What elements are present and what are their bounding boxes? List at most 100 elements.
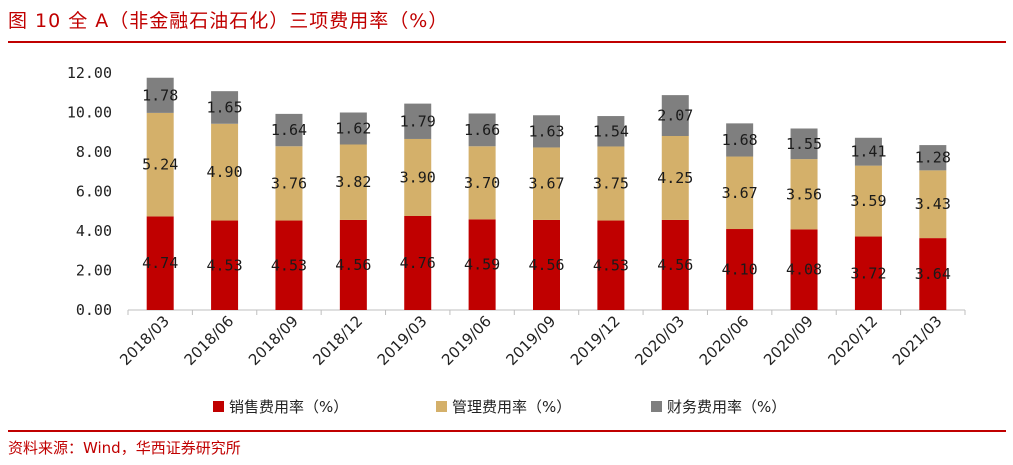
bar-segment bbox=[339, 112, 367, 145]
data-label: 1.78 bbox=[142, 86, 178, 104]
data-label: 4.59 bbox=[464, 256, 500, 274]
data-label: 1.63 bbox=[528, 122, 564, 140]
data-label: 4.10 bbox=[722, 261, 758, 279]
x-tick-label: 2019/12 bbox=[567, 312, 624, 369]
bar-segment bbox=[919, 238, 947, 310]
y-tick-label: 4.00 bbox=[76, 222, 112, 240]
x-tick-label: 2018/06 bbox=[181, 312, 238, 369]
chart-data-labels: 4.74 5.24 1.78 4.53 4.90 1.65 4.53 3.76 1.64 4.56… bbox=[142, 86, 951, 283]
data-label: 3.67 bbox=[722, 184, 758, 202]
bar-segment bbox=[661, 219, 689, 310]
data-label: 1.68 bbox=[722, 131, 758, 149]
bar-segment bbox=[919, 170, 947, 239]
source-rule bbox=[8, 430, 1006, 432]
data-label: 4.53 bbox=[207, 256, 243, 274]
bar-segment bbox=[597, 220, 625, 310]
legend-label: 财务费用率（%） bbox=[667, 398, 786, 416]
data-label: 3.67 bbox=[528, 175, 564, 193]
title-rule bbox=[8, 41, 1006, 43]
bar-segment bbox=[468, 146, 496, 220]
data-label: 3.90 bbox=[400, 168, 436, 186]
data-label: 3.72 bbox=[850, 264, 886, 282]
bar-segment bbox=[275, 146, 303, 221]
bar-segment bbox=[146, 112, 174, 217]
bar-segment bbox=[790, 128, 818, 160]
data-label: 4.56 bbox=[335, 256, 371, 274]
data-label: 3.64 bbox=[915, 265, 951, 283]
bar-segment bbox=[404, 138, 432, 216]
data-label: 4.76 bbox=[400, 254, 436, 272]
data-label: 4.74 bbox=[142, 254, 178, 272]
data-label: 1.41 bbox=[850, 143, 886, 161]
bar-segment bbox=[468, 219, 496, 310]
y-tick-label: 12.00 bbox=[67, 64, 112, 82]
y-tick-label: 0.00 bbox=[76, 301, 112, 319]
chart-bars bbox=[146, 77, 947, 310]
data-label: 5.24 bbox=[142, 156, 178, 174]
source-note: 资料来源：Wind，华西证券研究所 bbox=[8, 439, 241, 457]
bar-segment bbox=[726, 123, 754, 157]
bar-segment bbox=[854, 236, 882, 310]
bar-segment bbox=[790, 159, 818, 230]
bar-segment bbox=[211, 220, 239, 310]
bar-segment bbox=[533, 219, 560, 310]
bar-segment bbox=[661, 95, 689, 137]
data-label: 4.90 bbox=[207, 163, 243, 181]
data-label: 3.70 bbox=[464, 174, 500, 192]
bar-segment bbox=[211, 123, 239, 221]
data-label: 4.08 bbox=[786, 261, 822, 279]
bar-segment bbox=[146, 216, 174, 310]
legend-swatch bbox=[651, 401, 662, 412]
legend-swatch bbox=[436, 401, 447, 412]
bar-segment bbox=[339, 144, 367, 220]
y-tick-label: 6.00 bbox=[76, 183, 112, 201]
legend-label: 销售费用率（%） bbox=[229, 398, 348, 416]
data-label: 1.62 bbox=[335, 119, 371, 137]
data-label: 4.53 bbox=[271, 256, 307, 274]
bar-segment bbox=[790, 229, 818, 310]
bar-segment bbox=[597, 146, 625, 221]
bar-segment bbox=[404, 215, 432, 310]
data-label: 3.56 bbox=[786, 185, 822, 203]
bar-segment bbox=[404, 103, 432, 139]
bar-segment bbox=[146, 77, 174, 113]
x-tick-label: 2019/03 bbox=[374, 312, 431, 369]
x-tick-label: 2020/03 bbox=[631, 312, 688, 369]
x-tick-label: 2021/03 bbox=[889, 312, 946, 369]
legend-label: 管理费用率（%） bbox=[452, 398, 571, 416]
data-label: 4.53 bbox=[593, 256, 629, 274]
data-label: 4.25 bbox=[657, 169, 693, 187]
x-tick-label: 2018/09 bbox=[245, 312, 302, 369]
bar-segment bbox=[919, 145, 947, 171]
bar-segment bbox=[533, 115, 560, 148]
x-tick-label: 2020/06 bbox=[696, 312, 753, 369]
x-tick-label: 2020/12 bbox=[824, 312, 881, 369]
data-label: 3.82 bbox=[335, 173, 371, 191]
data-label: 4.56 bbox=[528, 256, 564, 274]
bar-segment bbox=[661, 136, 689, 220]
data-label: 1.65 bbox=[207, 98, 243, 116]
bar-segment bbox=[468, 113, 496, 147]
bar-segment bbox=[211, 91, 239, 124]
x-tick-label: 2019/06 bbox=[438, 312, 495, 369]
data-label: 1.28 bbox=[915, 149, 951, 167]
x-tick-label: 2018/03 bbox=[116, 312, 173, 369]
bar-segment bbox=[533, 147, 560, 220]
bar-segment bbox=[854, 165, 882, 237]
data-label: 3.76 bbox=[271, 174, 307, 192]
x-tick-label: 2018/12 bbox=[309, 312, 366, 369]
data-label: 3.59 bbox=[850, 192, 886, 210]
bar-segment bbox=[275, 113, 303, 147]
y-tick-label: 2.00 bbox=[76, 262, 112, 280]
data-label: 2.07 bbox=[657, 107, 693, 125]
data-label: 1.64 bbox=[271, 121, 307, 139]
figure-title: 图 10 全 A（非金融石油石化）三项费用率（%） bbox=[8, 10, 449, 32]
bar-segment bbox=[726, 229, 754, 310]
legend-swatch bbox=[213, 401, 224, 412]
x-tick-label: 2019/09 bbox=[503, 312, 560, 369]
data-label: 3.43 bbox=[915, 195, 951, 213]
y-tick-label: 8.00 bbox=[76, 143, 112, 161]
bar-segment bbox=[726, 156, 754, 230]
x-tick-label: 2020/09 bbox=[760, 312, 817, 369]
